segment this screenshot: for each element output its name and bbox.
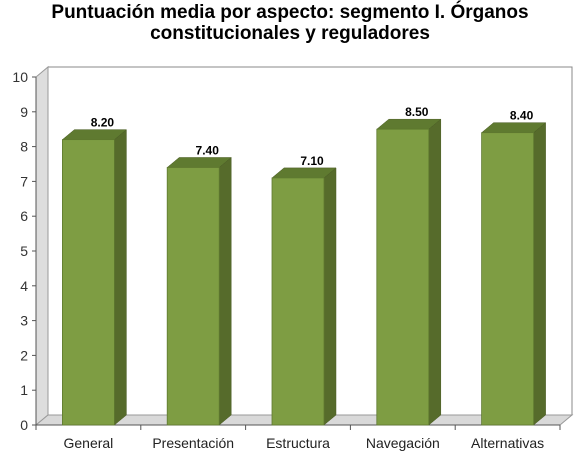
y-tick-label: 4 <box>20 278 28 294</box>
y-tick-label: 3 <box>20 313 28 329</box>
x-category-label: Presentación <box>152 435 234 451</box>
y-tick-label: 1 <box>20 382 28 398</box>
y-tick-label: 0 <box>20 417 28 433</box>
chart-title: Puntuación media por aspecto: segmento I… <box>0 2 580 44</box>
y-tick-label: 7 <box>20 173 28 189</box>
x-category-label: General <box>63 435 113 451</box>
data-label: 8.40 <box>510 109 534 123</box>
bar <box>166 167 220 426</box>
data-label: 8.20 <box>91 116 115 130</box>
y-tick-label: 5 <box>20 243 28 259</box>
y-tick-label: 9 <box>20 104 28 120</box>
data-label: 7.40 <box>196 143 220 157</box>
bar <box>376 128 430 426</box>
y-tick-label: 6 <box>20 208 28 224</box>
data-label: 7.10 <box>300 154 324 168</box>
chart-side-wall <box>35 65 49 427</box>
bar <box>62 139 115 426</box>
bar-side <box>428 118 442 426</box>
x-category-label: Estructura <box>266 435 330 451</box>
chart-title-line-1: Puntuación media por aspecto: segmento I… <box>51 2 529 23</box>
x-category-label: Navegación <box>366 435 440 451</box>
bar-side <box>533 122 546 426</box>
bar <box>481 132 535 426</box>
chart-title-line-2: constitucionales y reguladores <box>150 23 430 44</box>
y-tick-label: 8 <box>20 139 28 155</box>
y-tick-label: 2 <box>20 347 28 363</box>
bar-side <box>323 167 337 426</box>
y-tick-label: 10 <box>12 69 28 85</box>
bar-side <box>218 156 232 426</box>
data-label: 8.50 <box>405 105 429 119</box>
bar-side <box>114 129 127 426</box>
x-category-label: Alternativas <box>471 435 544 451</box>
bar <box>271 177 325 426</box>
